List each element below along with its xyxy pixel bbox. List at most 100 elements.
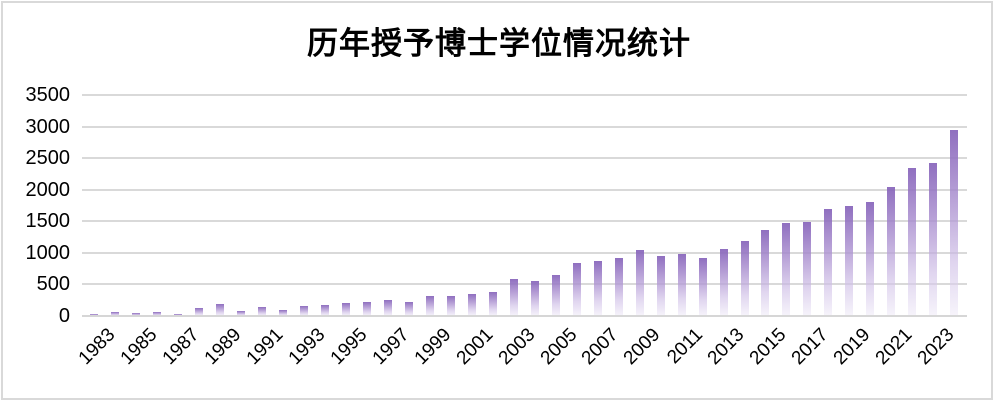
- bar-slot: [231, 95, 252, 316]
- bar: [258, 307, 267, 316]
- bar-slot: [399, 95, 420, 316]
- bar-slot: 1985: [117, 95, 162, 369]
- bar: [572, 263, 581, 316]
- bar-slot: 1997: [368, 95, 413, 369]
- bar: [551, 275, 560, 316]
- bar: [740, 240, 749, 316]
- bar: [908, 168, 917, 316]
- bar: [195, 308, 204, 316]
- bar-slot: 2023: [914, 95, 958, 369]
- bar: [698, 257, 707, 316]
- bar-slot: 1999: [410, 95, 455, 369]
- gridline: [82, 157, 967, 160]
- bar-slot: 2019: [830, 95, 875, 369]
- bar-slot: [734, 95, 755, 316]
- bar: [111, 312, 120, 316]
- bar-slot: [273, 95, 294, 316]
- bar: [845, 206, 854, 316]
- bar-slot: 1989: [201, 95, 245, 369]
- gridline: [82, 220, 967, 223]
- bar-slot: 2011: [663, 95, 707, 368]
- bar-slot: [315, 95, 336, 316]
- y-tick-label: 500: [36, 273, 70, 296]
- y-tick-label: 2500: [25, 147, 71, 170]
- bar: [279, 309, 288, 316]
- bar: [237, 310, 246, 316]
- gridline: [82, 94, 967, 96]
- bar: [593, 260, 602, 316]
- bar-slot: [944, 95, 965, 316]
- bar-slot: [524, 95, 545, 316]
- bar-slot: 2003: [494, 95, 539, 369]
- bar: [509, 279, 518, 316]
- bar: [677, 253, 686, 316]
- bar-slot: 2013: [704, 95, 749, 369]
- y-tick-label: 3000: [25, 115, 71, 138]
- plot-area: 1983 1985 1987 1989 1991 1993 1995 1997 1999 2001…: [75, 94, 967, 369]
- chart-title: 历年授予博士学位情况统计: [307, 26, 691, 61]
- bar-slot: 2007: [578, 95, 623, 369]
- bar-slot: [608, 95, 629, 316]
- y-tick-label: 0: [58, 305, 70, 327]
- bar-slot: [147, 95, 168, 316]
- bar: [929, 163, 938, 316]
- bar: [321, 305, 330, 316]
- bar-slot: 1991: [243, 95, 287, 369]
- y-tick-label: 3500: [25, 84, 71, 106]
- bar-series: 1983 1985 1987 1989 1991 1993 1995 1997 1999 2001…: [75, 95, 967, 369]
- bar-slot: [566, 95, 587, 316]
- bar-slot: 1993: [285, 95, 329, 369]
- bar-slot: [357, 95, 378, 316]
- bar: [216, 304, 225, 316]
- bar-slot: [860, 95, 881, 316]
- bar: [761, 230, 770, 316]
- bar-slot: [482, 95, 503, 316]
- bar: [174, 313, 183, 316]
- gridline: [82, 283, 967, 286]
- bar-slot: 2005: [536, 95, 581, 369]
- gridline: [82, 188, 967, 191]
- bar: [614, 258, 623, 316]
- bar: [530, 280, 539, 316]
- bar-slot: [692, 95, 713, 316]
- bar-slot: 2021: [872, 95, 916, 369]
- bar: [803, 221, 812, 316]
- bar-slot: [189, 95, 210, 316]
- gridline: [82, 125, 967, 128]
- bar: [425, 295, 434, 316]
- y-tick-label: 1000: [25, 241, 71, 264]
- bar-slot: 2001: [452, 95, 497, 369]
- gridline: [82, 251, 967, 254]
- bar: [887, 187, 896, 316]
- bar: [132, 312, 141, 316]
- bar-slot: 2015: [746, 95, 791, 369]
- bar: [467, 293, 476, 316]
- bar-slot: 2009: [620, 95, 665, 369]
- bar-slot: [776, 95, 797, 316]
- bar: [656, 256, 665, 316]
- bar-slot: 1995: [327, 95, 371, 369]
- bar-slot: [650, 95, 671, 316]
- bar: [405, 302, 414, 316]
- bar: [950, 129, 959, 316]
- bar: [363, 301, 372, 316]
- y-tick-label: 2000: [25, 178, 71, 201]
- bar-slot: 1987: [159, 95, 204, 369]
- bar-slot: [902, 95, 923, 316]
- bar-slot: 1983: [75, 95, 120, 369]
- bar: [782, 222, 791, 316]
- bar-slot: [440, 95, 461, 316]
- bar-slot: 2017: [788, 95, 833, 369]
- bar: [446, 295, 455, 316]
- bar-slot: [105, 95, 126, 316]
- x-axis-line: [82, 315, 967, 317]
- bar: [866, 201, 875, 316]
- bar: [153, 311, 162, 316]
- bar: [488, 292, 497, 316]
- y-tick-label: 1500: [25, 210, 71, 233]
- chart-frame: [1, 1, 993, 400]
- bar: [300, 306, 309, 316]
- bar: [635, 250, 644, 316]
- bar: [719, 249, 728, 316]
